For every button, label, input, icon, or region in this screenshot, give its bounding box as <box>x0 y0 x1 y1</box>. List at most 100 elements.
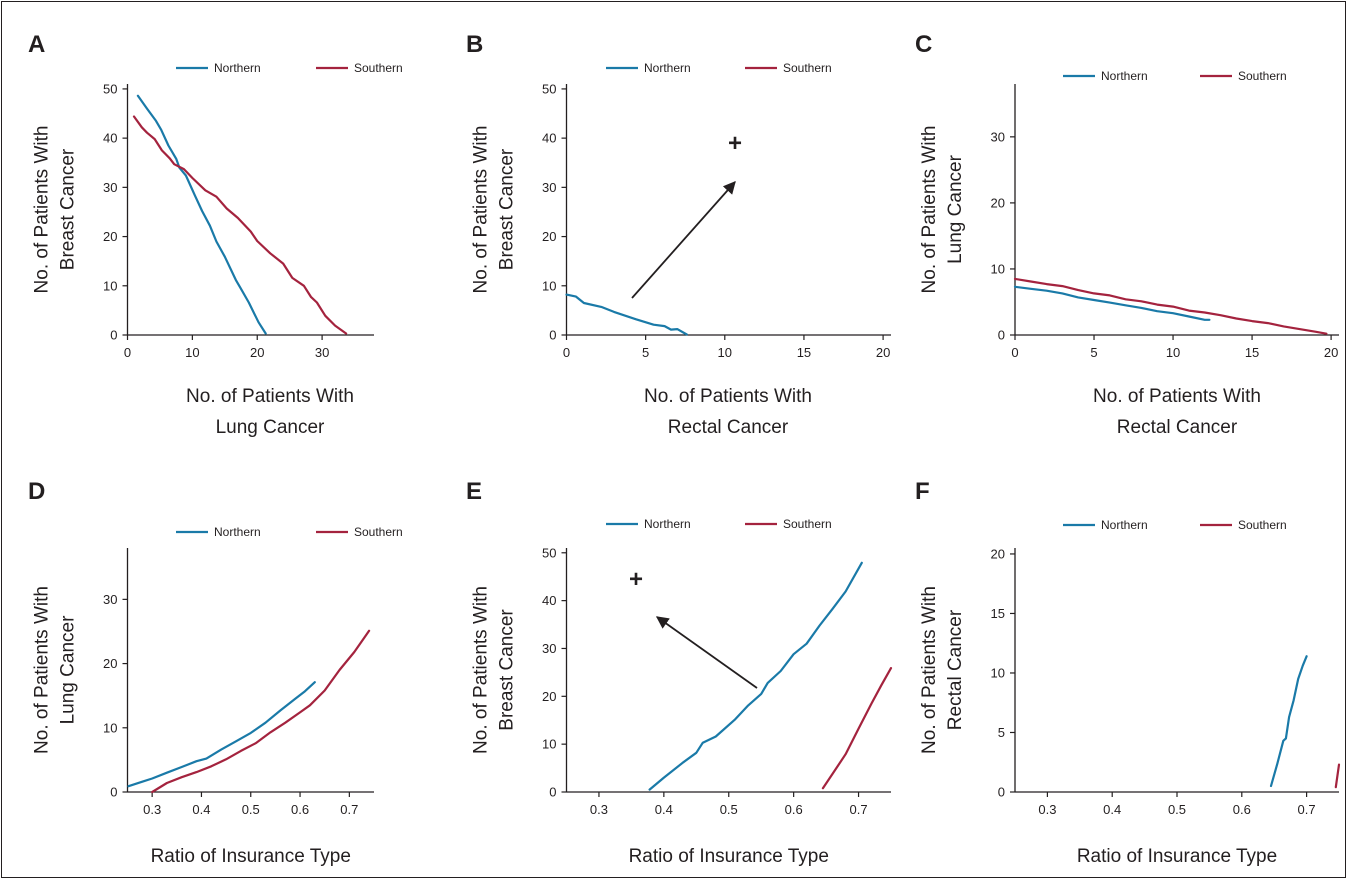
y-axis-title: Lung Cancer <box>58 615 79 724</box>
legend-label-southern: Southern <box>354 525 403 539</box>
x-tick-label: 5 <box>1090 345 1097 360</box>
x-tick-label: 10 <box>185 345 199 360</box>
legend-label-northern: Northern <box>644 517 691 531</box>
y-tick-label: 10 <box>991 665 1005 680</box>
x-tick-label: 0.5 <box>1168 802 1186 817</box>
series-line-southern <box>1013 277 1328 335</box>
panel-letter-e: E <box>466 478 482 505</box>
panel-e: E 0.3 0.4 0.5 0.6 0.7 0 10 20 30 40 50 Ratio of Insu… <box>466 478 893 867</box>
y-tick-label: 10 <box>542 737 556 752</box>
x-axis-title: No. of Patients With <box>186 386 354 407</box>
y-tick-label: 10 <box>103 720 117 735</box>
x-axis-title: Ratio of Insurance Type <box>629 846 829 867</box>
x-tick-label: 0.3 <box>590 802 608 817</box>
x-tick-label: 0.5 <box>242 802 260 817</box>
y-tick-label: 20 <box>103 229 117 244</box>
y-axis-title: Lung Cancer <box>945 154 966 263</box>
y-axis-title: Rectal Cancer <box>945 609 966 730</box>
y-tick-label: 30 <box>103 592 117 607</box>
x-tick-label: 20 <box>250 345 264 360</box>
x-tick-label: 0.6 <box>1233 802 1251 817</box>
y-tick-label: 15 <box>991 606 1005 621</box>
x-tick-label: 0 <box>1011 345 1018 360</box>
x-tick-label: 0.3 <box>143 802 161 817</box>
y-tick-label: 0 <box>549 785 556 800</box>
x-tick-label: 0.7 <box>340 802 358 817</box>
y-tick-label: 50 <box>542 545 556 560</box>
y-tick-label: 40 <box>542 593 556 608</box>
y-tick-label: 20 <box>991 546 1005 561</box>
x-axis-title: No. of Patients With <box>1093 386 1261 407</box>
x-tick-label: 15 <box>797 345 811 360</box>
legend-label-northern: Northern <box>1101 518 1148 532</box>
x-tick-label: 0 <box>124 345 131 360</box>
panel-letter-b: B <box>466 31 483 58</box>
y-tick-label: 20 <box>103 656 117 671</box>
y-axis-title: No. of Patients With <box>32 586 53 754</box>
series-line-northern <box>1269 655 1308 788</box>
y-tick-label: 50 <box>103 81 117 96</box>
y-tick-label: 0 <box>549 328 556 343</box>
series-line-northern <box>1013 285 1211 321</box>
y-axis-title: No. of Patients With <box>919 126 940 294</box>
legend-label-northern: Northern <box>214 61 261 75</box>
annotation-plus: + <box>629 566 643 593</box>
y-tick-label: 10 <box>991 261 1005 276</box>
y-tick-label: 30 <box>542 641 556 656</box>
x-tick-label: 0.6 <box>785 802 803 817</box>
x-tick-label: 20 <box>1324 345 1338 360</box>
y-axis-title: No. of Patients With <box>471 126 492 294</box>
legend-label-northern: Northern <box>644 61 691 75</box>
legend-label-southern: Southern <box>354 61 403 75</box>
y-axis-title: No. of Patients With <box>471 586 492 754</box>
x-axis-title: No. of Patients With <box>644 386 812 407</box>
x-tick-label: 0.3 <box>1038 802 1056 817</box>
y-tick-label: 40 <box>542 131 556 146</box>
legend-label-southern: Southern <box>783 61 832 75</box>
y-axis-title: Breast Cancer <box>497 148 518 270</box>
y-tick-label: 0 <box>110 785 117 800</box>
x-axis-title: Ratio of Insurance Type <box>1077 846 1277 867</box>
legend-label-northern: Northern <box>1101 69 1148 83</box>
trend-arrow <box>655 616 758 689</box>
x-axis-title: Rectal Cancer <box>1117 417 1238 438</box>
panel-letter-a: A <box>28 31 45 58</box>
y-tick-label: 5 <box>998 725 1005 740</box>
y-tick-label: 0 <box>998 328 1005 343</box>
legend-label-southern: Southern <box>783 517 832 531</box>
y-axis-title: Breast Cancer <box>58 148 79 270</box>
y-tick-label: 50 <box>542 81 556 96</box>
y-tick-label: 10 <box>542 278 556 293</box>
y-tick-label: 30 <box>103 180 117 195</box>
series-line-northern <box>136 94 267 335</box>
x-tick-label: 0.7 <box>1298 802 1316 817</box>
legend-label-southern: Southern <box>1238 69 1287 83</box>
y-tick-label: 30 <box>542 180 556 195</box>
x-tick-label: 10 <box>718 345 732 360</box>
y-tick-label: 0 <box>998 785 1005 800</box>
series-line-southern <box>1334 763 1341 789</box>
series-line-southern <box>132 115 348 335</box>
annotation-plus: + <box>728 130 742 157</box>
x-axis-title: Lung Cancer <box>216 417 325 438</box>
series-line-northern <box>127 681 316 788</box>
series-line-northern <box>648 561 863 791</box>
y-tick-label: 20 <box>542 229 556 244</box>
y-tick-label: 20 <box>542 689 556 704</box>
panel-letter-c: C <box>915 31 932 58</box>
x-tick-label: 30 <box>315 345 329 360</box>
y-axis-title: No. of Patients With <box>32 126 53 294</box>
panel-letter-f: F <box>915 478 930 505</box>
x-tick-label: 0.7 <box>850 802 868 817</box>
x-axis-title: Ratio of Insurance Type <box>151 846 351 867</box>
y-tick-label: 0 <box>110 328 117 343</box>
x-tick-label: 10 <box>1166 345 1180 360</box>
x-tick-label: 0.4 <box>1103 802 1121 817</box>
y-tick-label: 30 <box>991 129 1005 144</box>
x-tick-label: 0.5 <box>720 802 738 817</box>
y-tick-label: 40 <box>103 131 117 146</box>
panel-f: F 0.3 0.4 0.5 0.6 0.7 0 5 10 15 20 Ratio of Insuran… <box>915 478 1341 867</box>
